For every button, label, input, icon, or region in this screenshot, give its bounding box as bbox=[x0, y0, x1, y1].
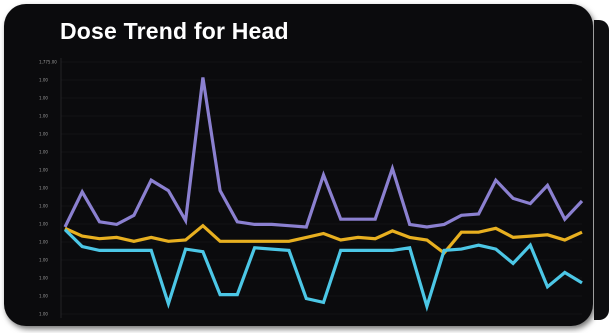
y-tick-label: 1.00 bbox=[39, 222, 48, 227]
y-tick-label: 1.00 bbox=[39, 312, 48, 317]
series-line-1 bbox=[63, 77, 584, 229]
series-line-3 bbox=[63, 228, 583, 312]
y-tick-label: 1.00 bbox=[39, 258, 48, 263]
line-chart: 1,775.00 1.00 1.00 1.00 1.00 1.00 1.00 1.00 1.00… bbox=[39, 58, 584, 318]
y-tick-label: 1.00 bbox=[39, 204, 48, 209]
y-tick-label: 1.00 bbox=[39, 276, 48, 281]
y-tick-label: 1.00 bbox=[39, 96, 48, 101]
chart-title: Dose Trend for Head bbox=[60, 18, 289, 44]
panel-edge bbox=[594, 20, 609, 320]
y-tick-label: 1.00 bbox=[39, 186, 48, 191]
y-tick-label: 1.00 bbox=[39, 132, 48, 137]
y-tick-label: 1.00 bbox=[39, 240, 48, 245]
y-tick-label: 1.00 bbox=[39, 168, 48, 173]
y-tick-label: 1.00 bbox=[39, 150, 48, 155]
y-tick-label: 1,775.00 bbox=[39, 60, 57, 65]
series-line-2 bbox=[64, 223, 583, 256]
y-tick-label: 1.00 bbox=[39, 78, 48, 83]
chart-panel: Dose Trend for Head 1,775.00 1.00 1.00 1.00… bbox=[4, 4, 593, 326]
y-tick-label: 1.00 bbox=[39, 114, 48, 119]
y-tick-label: 1.00 bbox=[39, 294, 48, 299]
